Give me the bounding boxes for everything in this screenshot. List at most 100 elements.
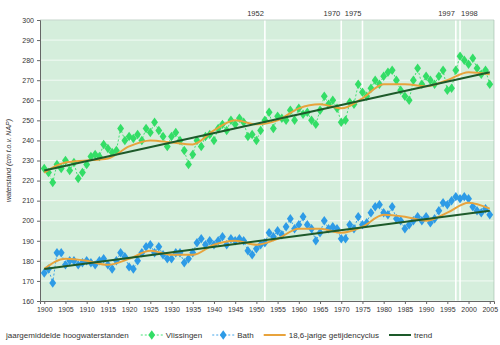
event-label: 1952 — [247, 9, 264, 18]
marker — [151, 118, 158, 127]
tick-mark — [299, 301, 300, 304]
tick-mark — [65, 301, 66, 304]
marker — [342, 234, 349, 243]
tick-mark — [172, 301, 173, 304]
event-line — [340, 20, 342, 301]
marker — [49, 178, 56, 187]
grid — [40, 20, 494, 301]
marker — [130, 264, 137, 273]
grid-line — [40, 40, 494, 41]
event-label: 1975 — [345, 9, 362, 18]
marker — [355, 79, 362, 88]
tick-mark — [129, 301, 130, 304]
tick-mark — [37, 221, 40, 222]
marker — [406, 96, 413, 105]
tick-mark — [37, 261, 40, 262]
marker — [321, 92, 328, 101]
legend-item: Vlissingen — [141, 330, 202, 340]
grid-line — [40, 100, 494, 101]
tick: 1905 — [58, 301, 74, 313]
x-axis: 1900190519101915192019251930193519401945… — [37, 301, 498, 313]
chart: 1952197019751997199816017018019020021022… — [0, 0, 500, 345]
tick: 1900 — [37, 301, 53, 313]
legend: jaargemiddelde hoogwaterstanden Vlissinge… — [5, 330, 432, 340]
tick-mark — [37, 20, 40, 21]
marker — [155, 126, 162, 135]
tick-mark — [44, 301, 45, 304]
tick-label: 170 — [22, 278, 34, 285]
tick-label: 160 — [22, 298, 34, 305]
series — [44, 203, 490, 269]
series — [44, 72, 490, 170]
frame-line — [494, 20, 495, 301]
tick: 220 — [22, 177, 40, 184]
legend-swatch — [389, 334, 411, 336]
legend-label: Vlissingen — [166, 331, 202, 340]
tick-mark — [37, 140, 40, 141]
marker — [397, 86, 404, 95]
marker — [329, 96, 336, 105]
marker — [117, 124, 124, 133]
marker — [181, 146, 188, 155]
tick: 1920 — [122, 301, 138, 313]
tick-label: 1915 — [101, 306, 117, 313]
tick-label: 230 — [22, 157, 34, 164]
tick-label: 1995 — [440, 306, 456, 313]
tick-mark — [37, 241, 40, 242]
tick-mark — [37, 80, 40, 81]
marker — [452, 65, 459, 74]
legend-swatch — [264, 334, 286, 336]
series-line — [44, 211, 490, 269]
legend-title: jaargemiddelde hoogwaterstanden — [5, 331, 129, 340]
tick: 210 — [22, 197, 40, 204]
tick-label: 220 — [22, 177, 34, 184]
legend-marker — [148, 330, 155, 339]
tick-label: 1935 — [185, 306, 201, 313]
series — [41, 192, 493, 288]
legend-label: 18,6-jarige getijdencyclus — [289, 331, 379, 340]
tick: 250 — [22, 117, 40, 124]
grid-line — [40, 20, 494, 21]
grid-line — [40, 140, 494, 141]
marker — [321, 216, 328, 225]
marker — [257, 126, 264, 135]
grid-line — [40, 180, 494, 181]
series — [44, 72, 490, 172]
tick-mark — [150, 301, 151, 304]
tick-mark — [256, 301, 257, 304]
marker — [177, 248, 184, 257]
marker — [270, 124, 277, 133]
marker — [435, 206, 442, 215]
tick: 1945 — [228, 301, 244, 313]
series — [44, 211, 490, 269]
grid-line — [40, 280, 494, 281]
event-lines — [265, 20, 460, 301]
event-line — [459, 20, 461, 301]
marker — [219, 232, 226, 241]
tick-mark — [37, 120, 40, 121]
marker — [368, 208, 375, 217]
tick-mark — [108, 301, 109, 304]
tick-label: 270 — [22, 77, 34, 84]
event-labels: 19521970197519971998 — [247, 9, 478, 18]
tick-mark — [214, 301, 215, 304]
axis-line — [37, 21, 41, 302]
marker — [389, 202, 396, 211]
tick-label: 2000 — [461, 306, 477, 313]
y-axis-title: waterstand (cm t.o.v. NAP) — [5, 119, 13, 202]
tick-mark — [87, 301, 88, 304]
marker — [172, 128, 179, 137]
event-label: 1970 — [324, 9, 341, 18]
tick: 1915 — [101, 301, 117, 313]
tick-label: 250 — [22, 117, 34, 124]
marker — [198, 234, 205, 243]
marker — [147, 128, 154, 137]
series-line — [44, 197, 490, 283]
tick-label: 1925 — [143, 306, 159, 313]
tick: 280 — [22, 57, 40, 64]
marker — [414, 63, 421, 72]
tick-mark — [447, 301, 448, 304]
tick: 1955 — [270, 301, 286, 313]
marker — [75, 174, 82, 183]
tick-mark — [37, 201, 40, 202]
